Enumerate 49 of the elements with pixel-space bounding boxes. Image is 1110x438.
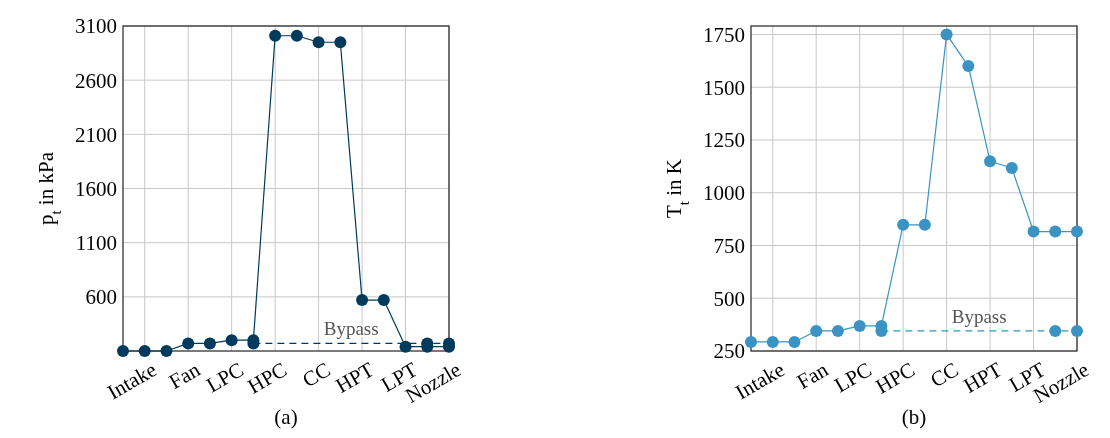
point (1005, 162, 1018, 175)
point (984, 155, 997, 168)
x-axis-title: (a) (274, 405, 298, 429)
point (203, 337, 216, 350)
point (160, 345, 173, 357)
point (853, 319, 866, 332)
y-tick-label: 2600 (75, 68, 117, 93)
y-tick-label: 600 (85, 285, 117, 310)
point (290, 29, 303, 42)
x-tick-label: Intake (103, 357, 161, 405)
point (745, 335, 757, 348)
point (182, 337, 195, 350)
series-label: Bypass (951, 305, 1007, 327)
point (897, 218, 910, 231)
series-label: Bypass (323, 318, 379, 340)
point (117, 345, 129, 357)
point (225, 334, 238, 347)
point (810, 324, 823, 337)
point (1071, 225, 1083, 238)
y-tick-label: 750 (713, 233, 745, 258)
x-axis-title: (b) (901, 405, 927, 429)
point (356, 294, 369, 307)
point (334, 36, 347, 49)
point (399, 340, 412, 353)
x-tick-label: Fan (792, 357, 833, 394)
y-tick-label: 500 (713, 286, 745, 311)
point (766, 335, 779, 348)
y-tick-label: 3100 (75, 14, 117, 39)
x-tick-label: Fan (164, 357, 205, 394)
point (831, 324, 844, 337)
point (1049, 225, 1062, 238)
point (312, 36, 325, 49)
point (918, 218, 931, 231)
point (1027, 225, 1040, 238)
point (1071, 324, 1083, 337)
y-tick-label: 1000 (703, 181, 745, 206)
point (962, 60, 975, 73)
y-tick-label: 1750 (703, 22, 745, 47)
y-tick-label: 1500 (703, 75, 745, 100)
y-tick-label: 1100 (75, 231, 117, 256)
y-tick-label: 2100 (75, 122, 117, 147)
y-tick-label: 1600 (75, 176, 117, 201)
point (1049, 324, 1062, 337)
y-tick-label: 1250 (703, 128, 745, 153)
point (269, 29, 282, 42)
point (377, 294, 390, 307)
point (940, 28, 953, 41)
point (138, 345, 151, 357)
point (788, 335, 801, 348)
